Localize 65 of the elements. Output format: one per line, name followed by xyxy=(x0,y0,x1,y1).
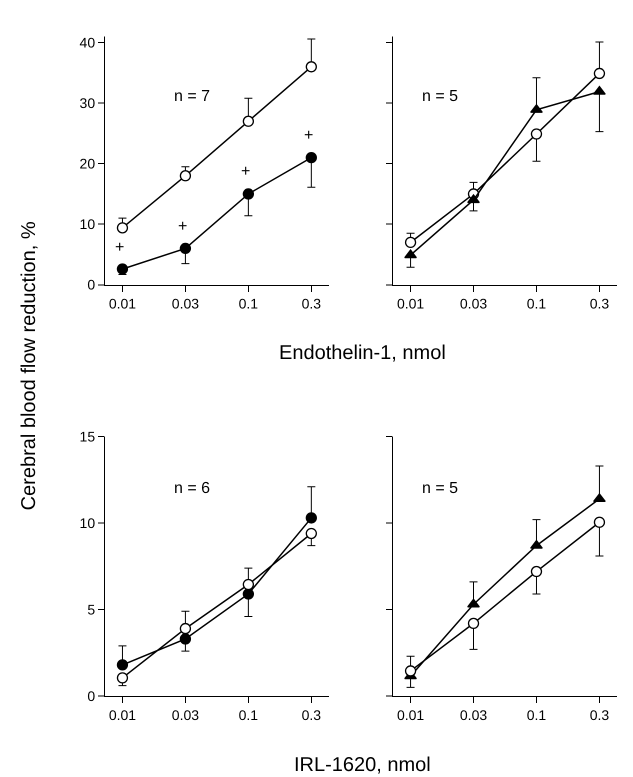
point xyxy=(116,263,128,275)
x-tick-label: 0.01 xyxy=(108,706,136,723)
x-tick-label: 0.1 xyxy=(526,706,546,723)
point xyxy=(530,128,542,140)
y-tick-label: 5 xyxy=(87,601,96,618)
y-tick-label: 20 xyxy=(80,156,96,172)
x-tick-label: 0.3 xyxy=(590,296,610,312)
point xyxy=(306,512,317,524)
annotation: n = 5 xyxy=(422,88,458,105)
point xyxy=(242,578,254,590)
x-axis-title: IRL-1620, nmol xyxy=(294,754,431,776)
x-axis-title: Endothelin-1, nmol xyxy=(279,342,446,364)
point xyxy=(594,68,606,80)
x-tick-label: 0.01 xyxy=(108,296,136,312)
annotation: n = 6 xyxy=(174,480,210,497)
point xyxy=(306,61,317,72)
x-tick-label: 0.03 xyxy=(460,296,488,312)
annotation: + xyxy=(178,218,188,235)
y-tick-label: 0 xyxy=(87,276,96,293)
point xyxy=(404,665,416,677)
x-tick-label: 0.3 xyxy=(302,706,322,723)
point xyxy=(242,588,254,600)
annotation: + xyxy=(115,239,124,256)
point xyxy=(467,194,480,204)
point xyxy=(306,152,317,164)
y-tick-label: 15 xyxy=(80,428,96,445)
point xyxy=(593,493,606,502)
point xyxy=(467,598,480,608)
point xyxy=(468,618,480,630)
point xyxy=(116,222,128,234)
point xyxy=(594,516,606,528)
y-tick-label: 10 xyxy=(80,515,96,532)
point xyxy=(180,633,192,645)
point xyxy=(242,188,254,200)
point xyxy=(242,116,254,127)
x-tick-label: 0.03 xyxy=(172,296,200,312)
y-tick-label: 30 xyxy=(80,95,96,112)
x-tick-label: 0.1 xyxy=(238,706,258,723)
point xyxy=(593,86,606,95)
x-tick-label: 0.3 xyxy=(302,296,322,312)
annotation: + xyxy=(241,163,250,180)
point xyxy=(180,170,192,182)
x-tick-label: 0.1 xyxy=(526,296,546,312)
y-tick-label: 40 xyxy=(80,34,96,50)
y-tick-label: 0 xyxy=(87,688,96,704)
point xyxy=(116,659,128,671)
point xyxy=(530,566,542,578)
point xyxy=(404,249,417,258)
x-tick-label: 0.01 xyxy=(396,706,424,723)
point xyxy=(404,236,416,248)
x-tick-label: 0.03 xyxy=(172,706,200,723)
y-axis-title: Cerebral blood flow reduction, % xyxy=(18,221,40,510)
annotation: n = 7 xyxy=(174,88,210,105)
x-tick-label: 0.01 xyxy=(396,296,424,312)
point xyxy=(180,622,192,634)
x-tick-label: 0.1 xyxy=(238,296,258,312)
y-tick-label: 10 xyxy=(80,216,96,232)
annotation: + xyxy=(304,127,314,144)
x-tick-label: 0.3 xyxy=(590,706,610,723)
point xyxy=(116,672,128,684)
annotation: n = 5 xyxy=(422,480,458,497)
point xyxy=(306,528,317,540)
point xyxy=(180,242,192,254)
x-tick-label: 0.03 xyxy=(460,706,488,723)
point xyxy=(530,540,543,549)
